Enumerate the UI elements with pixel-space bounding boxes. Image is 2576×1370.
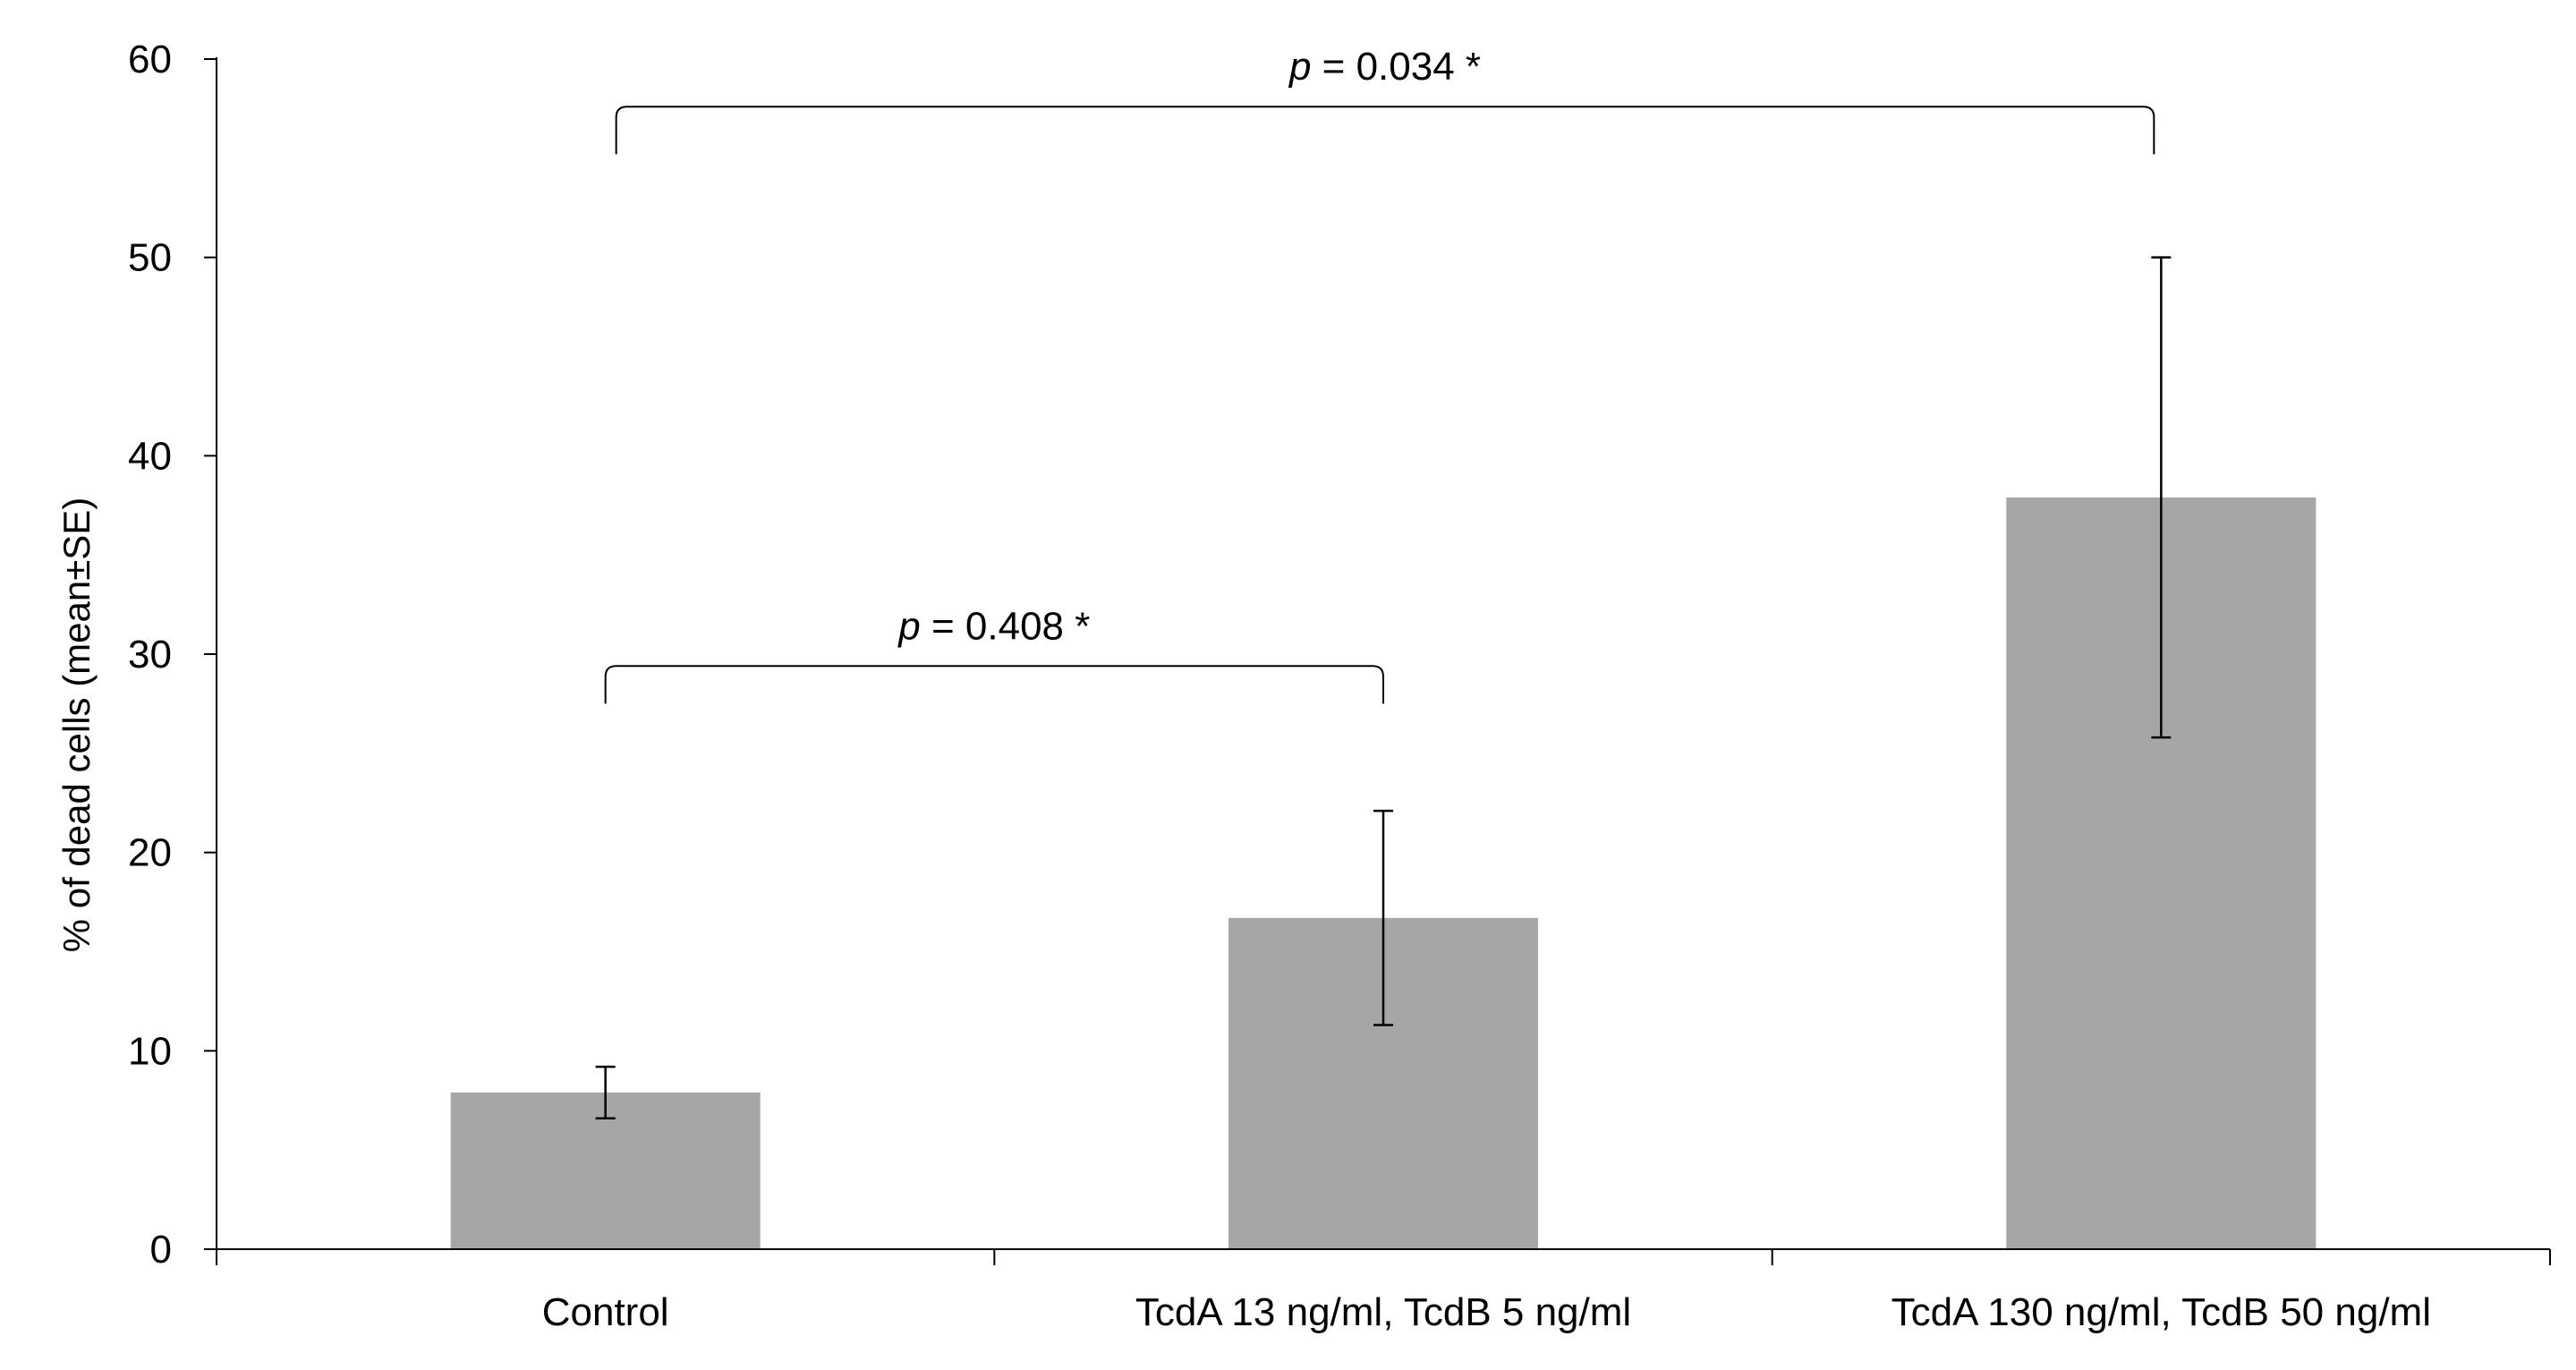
p-value-text: = 0.408 * [921,604,1091,648]
y-tick-label-0: 0 [150,1228,172,1272]
y-tick-label-5: 50 [128,236,172,280]
x-tick-label-1: TcdA 13 ng/ml, TcdB 5 ng/ml [1135,1290,1631,1334]
significance-label-1: p = 0.034 * [1288,45,1481,89]
significance-label-0: p = 0.408 * [897,604,1090,648]
p-symbol: p [1288,45,1311,89]
y-tick-label-3: 30 [128,633,172,676]
x-tick-label-0: Control [542,1290,669,1334]
y-tick-label-1: 10 [128,1029,172,1073]
p-value-text: = 0.034 * [1311,45,1481,89]
y-tick-label-4: 40 [128,434,172,478]
y-tick-label-2: 20 [128,831,172,875]
p-symbol: p [897,604,920,648]
significance-bracket-0 [604,665,1384,704]
x-tick-label-2: TcdA 130 ng/ml, TcdB 50 ng/ml [1892,1290,2431,1334]
y-tick-label-6: 60 [128,38,172,81]
plot-area: 0 10 20 30 40 50 60 Control TcdA 13 ng/ml, TcdB … [128,38,2551,1334]
significance-bracket-1 [615,106,2155,155]
y-axis-label: % of dead cells (mean±SE) [55,498,98,953]
